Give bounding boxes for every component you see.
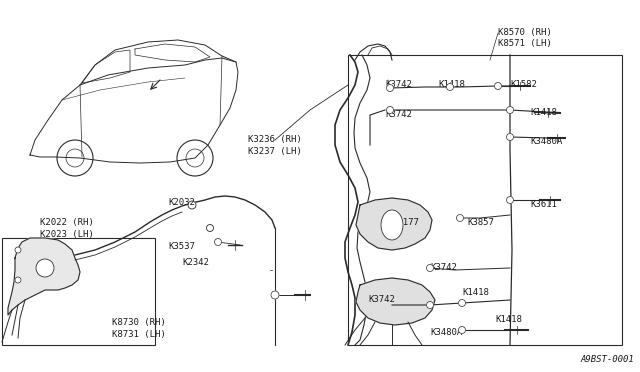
Circle shape [15,247,21,253]
Circle shape [456,215,463,221]
Text: K8731 (LH): K8731 (LH) [112,330,166,339]
Circle shape [387,106,394,113]
Polygon shape [356,198,432,250]
Text: K8730 (RH): K8730 (RH) [112,318,166,327]
Circle shape [506,134,513,141]
Circle shape [426,301,433,308]
Text: K1418: K1418 [438,80,465,89]
Circle shape [214,238,221,246]
Circle shape [207,224,214,231]
Text: K1418: K1418 [462,288,489,297]
Circle shape [506,106,513,113]
Polygon shape [356,278,435,325]
Text: K2032: K2032 [168,198,195,207]
Text: K2023 (LH): K2023 (LH) [40,230,93,239]
Text: K3480A: K3480A [530,137,563,146]
Text: K3237 (LH): K3237 (LH) [248,147,301,156]
Text: K3236 (RH): K3236 (RH) [248,135,301,144]
Polygon shape [8,238,80,315]
Text: K8570 (RH): K8570 (RH) [498,28,552,37]
Text: K3742: K3742 [385,110,412,119]
Circle shape [495,83,502,90]
Text: K8571 (LH): K8571 (LH) [498,39,552,48]
Circle shape [458,327,465,334]
Text: K8177: K8177 [392,218,419,227]
Circle shape [15,277,21,283]
Text: K2022 (RH): K2022 (RH) [40,218,93,227]
Text: K3480A: K3480A [430,328,462,337]
Circle shape [387,84,394,92]
Bar [2,238,155,345]
Circle shape [188,201,196,209]
Text: K3742: K3742 [368,295,395,304]
Circle shape [36,259,54,277]
Text: K1418: K1418 [495,315,522,324]
Text: K1418: K1418 [530,108,557,117]
Circle shape [458,299,465,307]
Circle shape [447,83,454,90]
Text: A9BST-0001: A9BST-0001 [580,355,634,364]
Text: K3742: K3742 [430,263,457,272]
Text: K2342: K2342 [182,258,209,267]
Circle shape [506,196,513,203]
Text: K3857: K3857 [467,218,494,227]
Text: K3742: K3742 [385,80,412,89]
Text: K3611: K3611 [530,200,557,209]
Text: K1582: K1582 [510,80,537,89]
Circle shape [426,264,433,272]
Bar [348,55,622,345]
Ellipse shape [381,210,403,240]
Circle shape [271,291,279,299]
Text: K3537: K3537 [168,242,195,251]
